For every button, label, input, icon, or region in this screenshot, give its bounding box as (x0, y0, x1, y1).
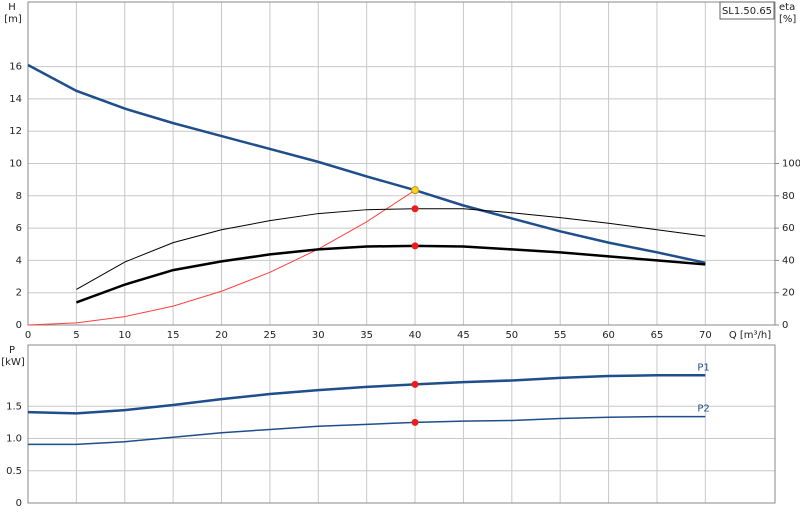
duty-point (411, 205, 419, 213)
series-label: P1 (697, 362, 709, 373)
duty-point (411, 186, 420, 195)
curve (27, 189, 416, 326)
x-tick-label: 0 (25, 330, 31, 341)
y-tick-label: 2 (16, 288, 22, 299)
curve (27, 374, 706, 415)
x-tick-label: 65 (651, 330, 664, 341)
x-tick-label: 50 (505, 330, 518, 341)
y-axis-unit: [m] (4, 14, 22, 25)
y-tick-label: 1.5 (6, 401, 22, 412)
x-axis-label: Q [m³/h] (729, 330, 771, 341)
y-tick-label: 14 (9, 94, 22, 105)
y2-tick-label: 100 (782, 159, 800, 170)
y-axis-label: P (9, 345, 15, 356)
duty-point (411, 418, 419, 426)
x-tick-label: 15 (167, 330, 180, 341)
duty-point (411, 242, 419, 250)
y-tick-label: 16 (9, 62, 22, 73)
y-axis-unit: [kW] (1, 357, 25, 368)
curve (27, 63, 706, 265)
y-tick-label: 4 (16, 255, 22, 266)
y-tick-label: 6 (16, 223, 22, 234)
x-tick-label: 5 (73, 330, 79, 341)
y-tick-label: 0.5 (6, 466, 22, 477)
plot-frame (27, 344, 776, 504)
x-tick-label: 70 (699, 330, 712, 341)
y-tick-label: 12 (9, 126, 22, 137)
x-tick-label: 55 (554, 330, 567, 341)
y-tick-label: 10 (9, 159, 22, 170)
series-label: P2 (697, 404, 709, 415)
x-tick-label: 35 (360, 330, 373, 341)
x-tick-label: 10 (118, 330, 131, 341)
y-tick-label: 1.0 (6, 434, 22, 445)
y2-axis-unit: [%] (779, 14, 796, 25)
x-tick-label: 60 (602, 330, 615, 341)
x-tick-label: 30 (312, 330, 325, 341)
y-tick-label: 8 (16, 191, 22, 202)
model-box (719, 1, 775, 20)
plot-frame (27, 1, 776, 326)
curve (28, 415, 706, 446)
y2-tick-label: 0 (782, 320, 788, 331)
model-label: SL1.50.65 (722, 6, 772, 17)
curve (75, 244, 706, 304)
y2-axis-label: eta (779, 2, 795, 13)
y2-tick-label: 40 (782, 255, 795, 266)
curve (76, 208, 706, 290)
y-tick-label: 0 (16, 498, 22, 509)
y2-tick-label: 80 (782, 191, 795, 202)
x-tick-label: 40 (409, 330, 422, 341)
y-tick-label: 0 (16, 320, 22, 331)
duty-point (411, 380, 419, 388)
x-tick-label: 45 (457, 330, 470, 341)
x-tick-label: 20 (215, 330, 228, 341)
y2-tick-label: 60 (782, 223, 795, 234)
y2-tick-label: 20 (782, 288, 795, 299)
y-axis-label: H (8, 2, 16, 13)
x-tick-label: 25 (264, 330, 277, 341)
